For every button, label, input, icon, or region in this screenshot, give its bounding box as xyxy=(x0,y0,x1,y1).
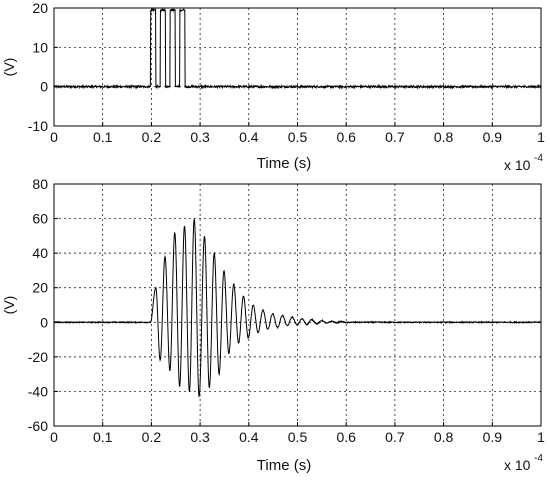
y-tick-label: 40 xyxy=(32,245,48,261)
y-tick-label: 80 xyxy=(32,176,48,192)
plot-frame xyxy=(53,7,542,127)
x-tick-label: 0.1 xyxy=(93,129,113,145)
x-tick-label: 0.2 xyxy=(142,129,162,145)
y-tick-label: 20 xyxy=(32,0,48,16)
x-tick-label: 1 xyxy=(537,429,545,445)
x-tick-label: 0.6 xyxy=(336,429,356,445)
x-axis-label: Time (s) xyxy=(257,457,311,474)
y-tick-labels: 80 60 40 20 0 -20 -40 -60 xyxy=(28,176,48,434)
x-tick-label: 0.9 xyxy=(483,129,503,145)
signal-line xyxy=(53,7,542,90)
bottom-chart: 0 0.1 0.2 0.3 0.4 0.5 0.6 0.7 0.8 0.9 1 806040200-… xyxy=(1,176,545,474)
x-axis-label: Time (s) xyxy=(257,155,311,172)
x-tick-label: 0 xyxy=(50,129,58,145)
x-tick-label: 0.8 xyxy=(434,129,454,145)
x-tick-labels: 0 0.1 0.2 0.3 0.4 0.5 0.6 0.7 0.8 0.9 1 xyxy=(50,129,545,145)
x-tick-labels: 0 0.1 0.2 0.3 0.4 0.5 0.6 0.7 0.8 0.9 1 xyxy=(50,429,545,445)
x-tick-label: 0 xyxy=(50,429,58,445)
signal-line xyxy=(53,218,542,399)
x-multiplier: x 10 xyxy=(504,457,531,473)
x-exponent: -4 xyxy=(534,153,543,164)
y-tick-label: 10 xyxy=(32,39,48,55)
y-tick-label: -10 xyxy=(28,118,48,134)
y-tick-label: -40 xyxy=(28,383,48,399)
x-multiplier: x 10 xyxy=(504,157,531,173)
x-exponent: -4 xyxy=(534,453,543,464)
plot-area xyxy=(54,8,541,126)
y-axis-label: (V) xyxy=(1,58,17,77)
y-tick-label: 20 xyxy=(32,280,48,296)
x-tick-label: 0.1 xyxy=(93,429,113,445)
y-tick-label: 60 xyxy=(32,211,48,227)
x-tick-label: 0.9 xyxy=(483,429,503,445)
x-tick-label: 0.7 xyxy=(385,129,405,145)
y-tick-label: -60 xyxy=(28,418,48,434)
y-tick-label: 0 xyxy=(40,79,48,95)
x-tick-label: 0.4 xyxy=(239,129,259,145)
x-tick-label: 1 xyxy=(537,129,545,145)
y-tick-label: -20 xyxy=(28,349,48,365)
x-tick-label: 0.7 xyxy=(385,429,405,445)
y-axis-label: (V) xyxy=(1,296,17,315)
x-tick-label: 0.5 xyxy=(288,429,308,445)
x-tick-label: 0.2 xyxy=(142,429,162,445)
x-tick-label: 0.4 xyxy=(239,429,259,445)
y-tick-label: 0 xyxy=(40,314,48,330)
x-tick-label: 0.8 xyxy=(434,429,454,445)
x-tick-label: 0.3 xyxy=(190,129,210,145)
x-tick-label: 0.5 xyxy=(288,129,308,145)
x-tick-label: 0.6 xyxy=(336,129,356,145)
y-tick-labels: 20 10 0 -10 xyxy=(28,0,48,134)
x-tick-label: 0.3 xyxy=(190,429,210,445)
plot-frame xyxy=(53,183,542,427)
